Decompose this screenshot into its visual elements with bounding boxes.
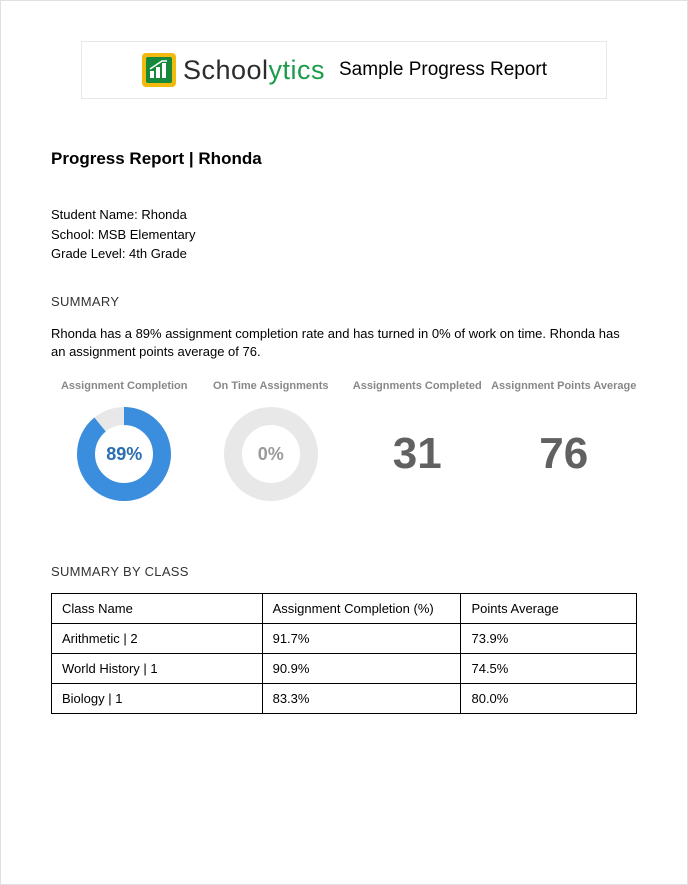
table-cell: 83.3%	[262, 684, 461, 714]
table-cell: Biology | 1	[52, 684, 263, 714]
table-cell: 73.9%	[461, 624, 637, 654]
metric-completed-label: Assignments Completed	[344, 380, 491, 392]
table-cell: 90.9%	[262, 654, 461, 684]
table-body: Arithmetic | 291.7%73.9%World History | …	[52, 624, 637, 714]
summary-text: Rhonda has a 89% assignment completion r…	[51, 325, 637, 363]
table-header-cell: Points Average	[461, 594, 637, 624]
metric-completion-label: Assignment Completion	[51, 380, 198, 392]
table-head: Class NameAssignment Completion (%)Point…	[52, 594, 637, 624]
donut-ontime: 0%	[221, 404, 321, 504]
class-summary-table: Class NameAssignment Completion (%)Point…	[51, 593, 637, 714]
student-meta: Student Name: Rhonda School: MSB Element…	[51, 205, 637, 264]
table-row: World History | 190.9%74.5%	[52, 654, 637, 684]
donut-completion: 89%	[74, 404, 174, 504]
schoolytics-logo-icon	[141, 52, 177, 88]
donut-ontime-value: 0%	[221, 404, 321, 504]
brand-name: Schoolytics	[183, 55, 325, 86]
summary-section-label: SUMMARY	[51, 294, 637, 309]
header-subtitle: Sample Progress Report	[339, 59, 547, 81]
brand-part2: ytics	[269, 55, 326, 85]
metric-points-label: Assignment Points Average	[491, 380, 638, 392]
student-name-line: Student Name: Rhonda	[51, 205, 637, 225]
table-cell: 74.5%	[461, 654, 637, 684]
table-row: Arithmetic | 291.7%73.9%	[52, 624, 637, 654]
table-cell: World History | 1	[52, 654, 263, 684]
metric-completed-value: 31	[344, 404, 491, 504]
table-header-cell: Assignment Completion (%)	[262, 594, 461, 624]
table-header-row: Class NameAssignment Completion (%)Point…	[52, 594, 637, 624]
metric-ontime-label: On Time Assignments	[198, 380, 345, 392]
header-box: Schoolytics Sample Progress Report	[81, 41, 607, 99]
student-grade-line: Grade Level: 4th Grade	[51, 244, 637, 264]
metric-points-avg: Assignment Points Average 76	[491, 380, 638, 504]
metric-ontime: On Time Assignments 0%	[198, 380, 345, 504]
page-title: Progress Report | Rhonda	[51, 149, 637, 169]
table-cell: 80.0%	[461, 684, 637, 714]
metric-completed-count: Assignments Completed 31	[344, 380, 491, 504]
donut-completion-value: 89%	[74, 404, 174, 504]
table-cell: 91.7%	[262, 624, 461, 654]
metrics-row: Assignment Completion 89% On Time Assign…	[51, 380, 637, 504]
table-row: Biology | 183.3%80.0%	[52, 684, 637, 714]
brand-part1: School	[183, 55, 269, 85]
byclass-section-label: SUMMARY BY CLASS	[51, 564, 637, 579]
table-cell: Arithmetic | 2	[52, 624, 263, 654]
report-page: Schoolytics Sample Progress Report Progr…	[0, 0, 688, 885]
metric-completion: Assignment Completion 89%	[51, 380, 198, 504]
metric-points-value: 76	[491, 404, 638, 504]
table-header-cell: Class Name	[52, 594, 263, 624]
student-school-line: School: MSB Elementary	[51, 225, 637, 245]
logo-block: Schoolytics	[141, 52, 325, 88]
